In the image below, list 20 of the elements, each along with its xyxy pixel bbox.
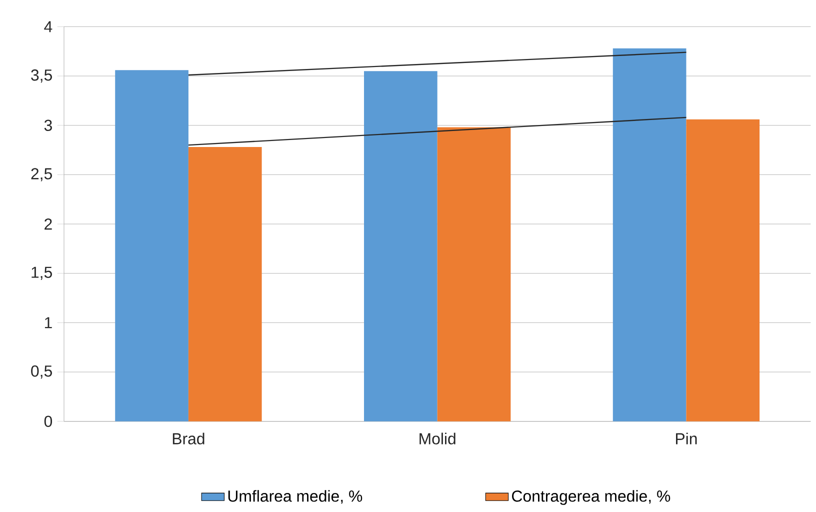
bar	[437, 127, 511, 422]
y-tick-label: 0	[44, 416, 52, 427]
bar	[364, 71, 438, 422]
y-tick-label: 2	[44, 218, 52, 230]
y-tick-label: 1,5	[32, 266, 52, 280]
x-tick-label: Pin	[676, 432, 697, 444]
x-tick-label: Brad	[172, 432, 204, 444]
y-tick-label: 0,5	[31, 365, 52, 379]
y-tick-label: 2,5	[31, 168, 52, 182]
y-tick-label: 3	[44, 120, 52, 131]
x-tick-label: Molid	[420, 432, 456, 444]
legend-label: Umflarea medie, %	[228, 490, 362, 504]
bar	[115, 70, 188, 422]
y-tick-label: 3,5	[31, 69, 52, 83]
y-tick-label: 4	[44, 21, 52, 32]
bar	[188, 147, 262, 422]
y-tick-label: 1	[44, 317, 52, 328]
bar	[612, 48, 686, 422]
bar	[686, 119, 760, 422]
legend-label: Contragerea medie, %	[512, 490, 670, 505]
